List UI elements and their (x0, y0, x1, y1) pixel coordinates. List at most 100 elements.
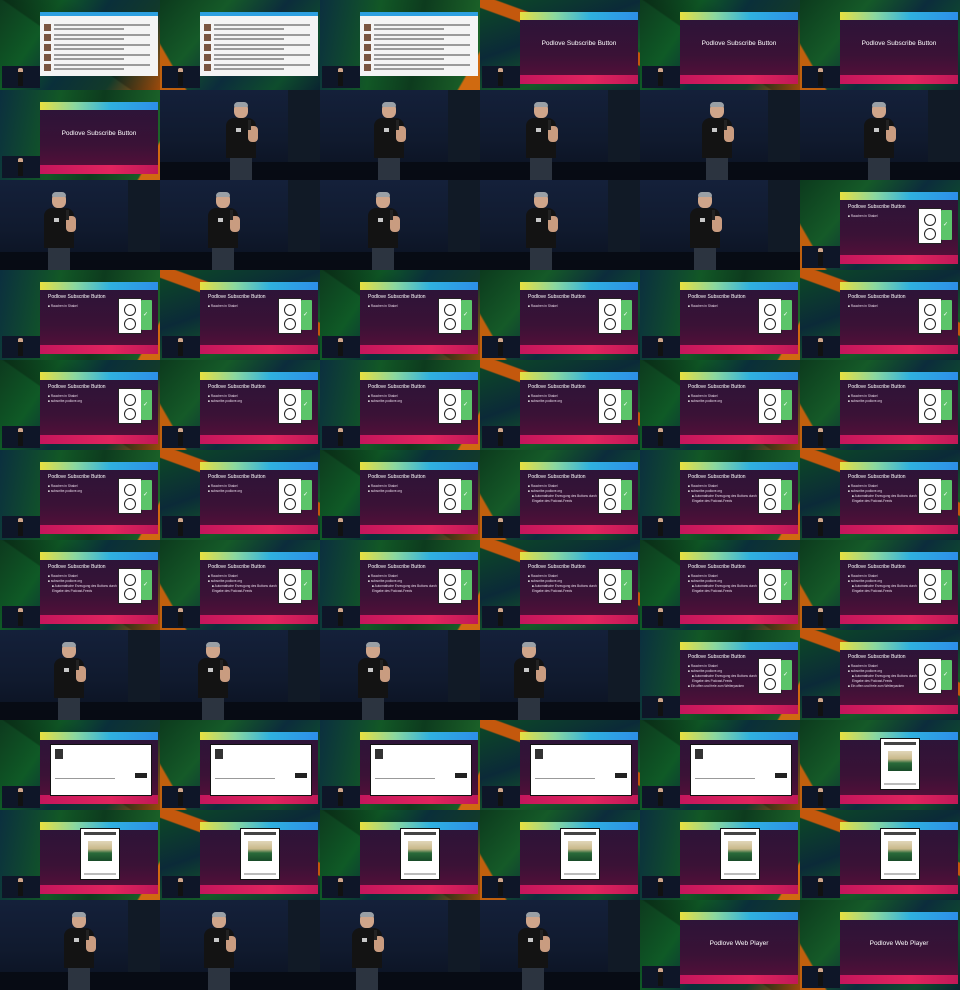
video-frame-thumbnail[interactable] (160, 180, 320, 270)
document-footer (564, 873, 596, 875)
video-frame-thumbnail[interactable]: Podlove Subscribe Button Rauchen in Shake… (0, 450, 160, 540)
video-frame-thumbnail[interactable] (800, 810, 960, 900)
slide-bullet: Ein offen und freie zum Weiterpacken (848, 684, 920, 689)
slide-top-gradient-bar (200, 372, 318, 380)
stage-background (480, 900, 640, 990)
video-frame-thumbnail[interactable]: Podlove Subscribe Button Rauchen in Shake… (800, 180, 960, 270)
video-frame-thumbnail[interactable]: Podlove Subscribe Button (800, 0, 960, 90)
video-frame-thumbnail[interactable]: Podlove Subscribe Button (480, 0, 640, 90)
video-frame-thumbnail[interactable] (160, 900, 320, 990)
video-frame-thumbnail[interactable]: Podlove Subscribe Button Rauchen in Shake… (160, 450, 320, 540)
video-frame-thumbnail[interactable] (0, 720, 160, 810)
video-frame-thumbnail[interactable] (320, 810, 480, 900)
slide-bullet: Rauchen in Shakel (848, 394, 920, 399)
video-frame-thumbnail[interactable]: Podlove Subscribe Button Rauchen in Shake… (320, 450, 480, 540)
video-frame-thumbnail[interactable]: Podlove Subscribe Button Rauchen in Shake… (320, 540, 480, 630)
video-frame-thumbnail[interactable]: Podlove Subscribe Button Rauchen in Shake… (800, 630, 960, 720)
video-frame-thumbnail[interactable] (160, 0, 320, 90)
video-frame-thumbnail[interactable] (480, 900, 640, 990)
speaker-logo (384, 128, 389, 132)
projected-slide: Podlove Subscribe Button Rauchen in Shake… (680, 372, 798, 444)
video-frame-thumbnail[interactable] (800, 90, 960, 180)
speaker-thumbnail (2, 336, 40, 358)
video-frame-thumbnail[interactable]: Podlove Subscribe Button Rauchen in Shake… (800, 360, 960, 450)
video-frame-thumbnail[interactable]: Podlove Subscribe Button Rauchen in Shake… (0, 360, 160, 450)
video-frame-thumbnail[interactable]: Podlove Subscribe Button Rauchen in Shake… (480, 450, 640, 540)
comment-text-line (374, 54, 470, 56)
video-frame-thumbnail[interactable]: Podlove Subscribe Button Rauchen in Shake… (0, 270, 160, 360)
phone-icon (118, 478, 142, 514)
video-frame-thumbnail[interactable] (320, 630, 480, 720)
podcast-cover-icon (535, 749, 543, 759)
projected-slide: Podlove Subscribe Button Rauchen in Shake… (840, 282, 958, 354)
phone-icon (438, 478, 462, 514)
video-frame-thumbnail[interactable] (0, 630, 160, 720)
speaker-thumbnail (2, 606, 40, 628)
slide-bottom-bar (680, 705, 798, 714)
video-frame-thumbnail[interactable]: Podlove Subscribe Button Rauchen in Shake… (640, 270, 800, 360)
video-frame-thumbnail[interactable] (0, 900, 160, 990)
video-frame-thumbnail[interactable] (640, 180, 800, 270)
video-frame-thumbnail[interactable]: Podlove Subscribe Button (0, 90, 160, 180)
video-frame-thumbnail[interactable] (160, 90, 320, 180)
slide-title: Podlove Subscribe Button (368, 564, 426, 570)
subscribe-dialog-screenshot (530, 744, 632, 796)
video-frame-thumbnail[interactable]: Podlove Subscribe Button Rauchen in Shake… (320, 360, 480, 450)
video-frame-thumbnail[interactable]: Podlove Subscribe Button Rauchen in Shake… (480, 540, 640, 630)
video-frame-thumbnail[interactable] (160, 720, 320, 810)
video-frame-thumbnail[interactable] (320, 720, 480, 810)
video-frame-thumbnail[interactable]: Podlove Subscribe Button Rauchen in Shake… (640, 450, 800, 540)
video-frame-thumbnail[interactable]: Podlove Subscribe Button Rauchen in Shake… (480, 270, 640, 360)
video-frame-thumbnail[interactable] (800, 720, 960, 810)
slide-top-gradient-bar (200, 822, 318, 830)
video-frame-thumbnail[interactable] (320, 90, 480, 180)
video-frame-thumbnail[interactable] (480, 630, 640, 720)
video-frame-thumbnail[interactable]: Podlove Subscribe Button Rauchen in Shake… (800, 540, 960, 630)
video-frame-thumbnail[interactable] (0, 180, 160, 270)
stage-background (320, 900, 480, 990)
video-frame-thumbnail[interactable]: Podlove Subscribe Button Rauchen in Shake… (320, 270, 480, 360)
video-frame-thumbnail[interactable]: Podlove Subscribe Button (640, 0, 800, 90)
video-frame-thumbnail[interactable]: Podlove Subscribe Button Rauchen in Shake… (640, 630, 800, 720)
document-footer (244, 873, 276, 875)
video-frame-thumbnail[interactable] (320, 0, 480, 90)
video-frame-thumbnail[interactable] (0, 810, 160, 900)
video-frame-thumbnail[interactable]: Podlove Subscribe Button Rauchen in Shake… (160, 540, 320, 630)
video-frame-thumbnail[interactable] (0, 0, 160, 90)
video-frame-thumbnail[interactable]: Podlove Subscribe Button Rauchen in Shake… (480, 360, 640, 450)
subscribe-app-icon (118, 478, 152, 514)
slide-bullet-list: Rauchen in Shakelsubscribe.podlove.org (368, 484, 440, 494)
podcast-cover-document (400, 828, 440, 880)
slide-bullet-list: Rauchen in Shakelsubscribe.podlove.orgAu… (848, 484, 920, 504)
slide-title: Podlove Subscribe Button (861, 40, 937, 47)
video-frame-thumbnail[interactable]: Podlove Subscribe Button Rauchen in Shake… (800, 450, 960, 540)
video-frame-thumbnail[interactable]: Podlove Subscribe Button Rauchen in Shake… (640, 540, 800, 630)
slide-bullet-list: Rauchen in Shakelsubscribe.podlove.org (368, 394, 440, 404)
video-frame-thumbnail[interactable] (640, 810, 800, 900)
subscribe-app-icon (278, 478, 312, 514)
video-frame-thumbnail[interactable] (320, 900, 480, 990)
comment-text-line (54, 64, 150, 66)
video-frame-thumbnail[interactable] (640, 720, 800, 810)
video-frame-thumbnail[interactable] (480, 90, 640, 180)
slide-top-gradient-bar (840, 552, 958, 560)
video-frame-thumbnail[interactable] (480, 810, 640, 900)
video-frame-thumbnail[interactable]: Podlove Subscribe Button Rauchen in Shake… (160, 270, 320, 360)
video-frame-thumbnail[interactable] (640, 90, 800, 180)
speaker-mic (220, 660, 223, 670)
video-frame-thumbnail[interactable]: Podlove Subscribe Button Rauchen in Shake… (160, 360, 320, 450)
video-frame-thumbnail[interactable] (160, 630, 320, 720)
video-frame-thumbnail[interactable] (160, 810, 320, 900)
speaker-legs (362, 698, 384, 720)
video-frame-thumbnail[interactable] (480, 720, 640, 810)
video-frame-thumbnail[interactable]: Podlove Web Player (800, 900, 960, 990)
speaker-thumbnail (162, 336, 200, 358)
checkmark-icon (941, 210, 952, 240)
video-frame-thumbnail[interactable]: Podlove Web Player (640, 900, 800, 990)
video-frame-thumbnail[interactable] (480, 180, 640, 270)
checkmark-icon (461, 390, 472, 420)
video-frame-thumbnail[interactable]: Podlove Subscribe Button Rauchen in Shake… (0, 540, 160, 630)
video-frame-thumbnail[interactable] (320, 180, 480, 270)
video-frame-thumbnail[interactable]: Podlove Subscribe Button Rauchen in Shake… (640, 360, 800, 450)
video-frame-thumbnail[interactable]: Podlove Subscribe Button Rauchen in Shake… (800, 270, 960, 360)
